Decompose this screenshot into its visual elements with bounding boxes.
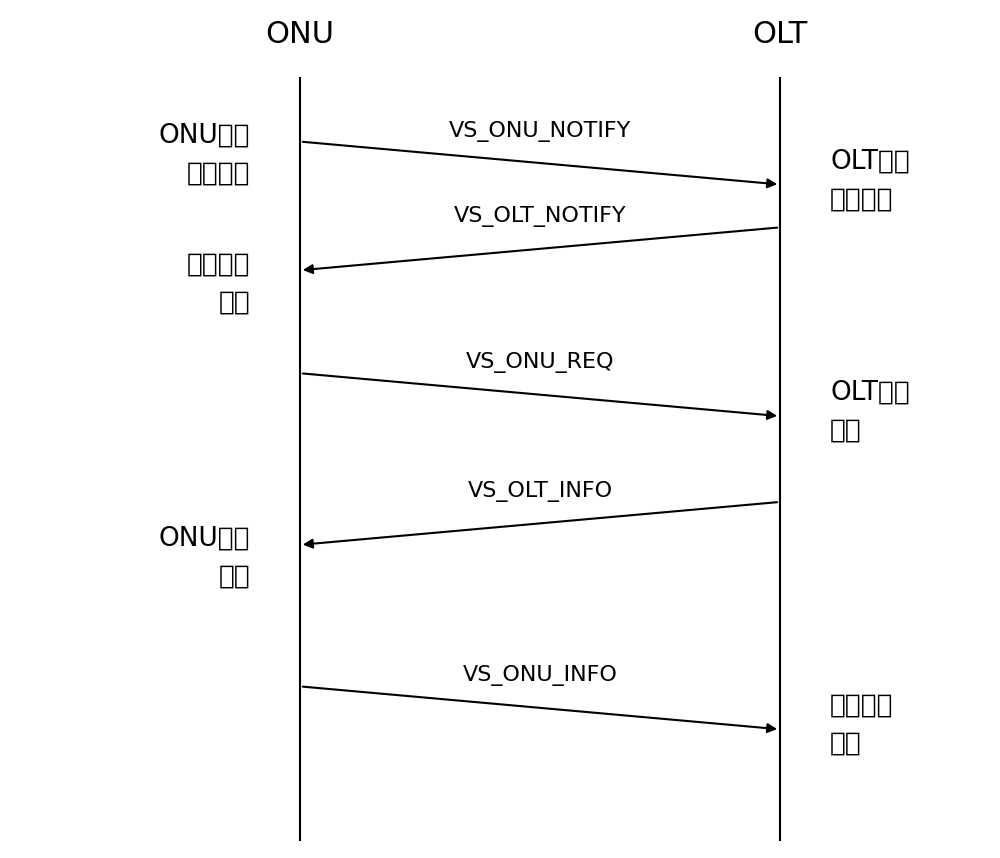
Text: OLT切片
处理: OLT切片 处理 <box>830 380 910 444</box>
Text: VS_OLT_INFO: VS_OLT_INFO <box>467 481 613 502</box>
Text: ONU: ONU <box>266 20 334 49</box>
Text: ONU切片
配置通告: ONU切片 配置通告 <box>158 123 250 186</box>
Text: VS_ONU_INFO: VS_ONU_INFO <box>463 666 617 686</box>
Text: VS_ONU_REQ: VS_ONU_REQ <box>466 353 614 373</box>
Text: OLT: OLT <box>752 20 808 49</box>
Text: 切片状态
更新: 切片状态 更新 <box>830 693 894 757</box>
Text: VS_OLT_NOTIFY: VS_OLT_NOTIFY <box>454 207 626 227</box>
Text: VS_ONU_NOTIFY: VS_ONU_NOTIFY <box>449 121 631 142</box>
Text: ONU切片
处理: ONU切片 处理 <box>158 526 250 589</box>
Text: 切片加入
请求: 切片加入 请求 <box>186 251 250 315</box>
Text: OLT切片
配置通告: OLT切片 配置通告 <box>830 148 910 212</box>
